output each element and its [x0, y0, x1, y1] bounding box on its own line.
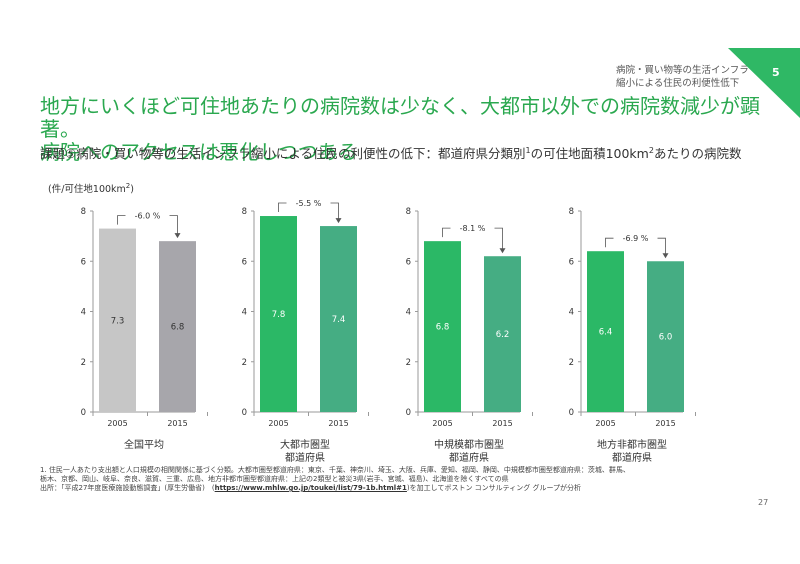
change-arrow-head [662, 253, 669, 259]
subtitle-sup-2: 2 [648, 145, 654, 155]
y-tick-label: 0 [569, 408, 574, 418]
chart-caption: 都道府県 [449, 451, 489, 464]
chart-caption: 都道府県 [612, 451, 652, 464]
bar-value-label: 6.4 [599, 328, 613, 338]
change-bracket-right [494, 227, 503, 252]
bar [99, 228, 136, 412]
footnote-line-1: 1. 住民一人あたり支出額と人口規模の相関関係に基づく分類。大都市圏型都道府県：… [40, 466, 630, 474]
title-line-1: 地方にいくほど可住地あたりの病院数は少なく、大都市以外での病院数減少が顕著。 [40, 94, 760, 141]
title-line-2: 病院へのアクセスは悪化しつつある [40, 140, 358, 164]
y-tick-label: 6 [81, 257, 86, 267]
bar-value-label: 6.2 [496, 330, 510, 340]
chart-caption: 大都市圏型 [280, 438, 330, 451]
page-badge-number: 5 [772, 66, 780, 79]
y-tick-label: 2 [242, 358, 247, 368]
change-bracket-left [442, 227, 451, 238]
change-bracket-right [169, 215, 178, 237]
bar-value-label: 6.8 [171, 323, 185, 333]
y-axis-unit: (件/可住地100km2) [48, 181, 134, 195]
chart-caption: 中規模都市圏型 [434, 438, 504, 451]
change-arrow-head [499, 248, 506, 254]
bar [424, 241, 461, 412]
x-tick-label: 2015 [167, 419, 187, 428]
subtitle-main: 課題⑤病院・買い物等の生活インフラ縮小による住民の利便性の低下：都道府県分類別 [40, 146, 526, 161]
y-tick-label: 8 [81, 207, 86, 217]
page-subtitle: 課題⑤病院・買い物等の生活インフラ縮小による住民の利便性の低下：都道府県分類別1… [40, 143, 780, 162]
bar [587, 251, 624, 412]
x-tick-label: 2005 [107, 419, 127, 428]
source-link[interactable]: https://www.mhlw.go.jp/toukei/list/79-1b… [214, 484, 407, 492]
change-arrow-head [335, 218, 342, 224]
bar [647, 261, 684, 412]
subtitle-end: あたりの病院数 [653, 146, 742, 161]
subtitle-mid: の可住地面積100km [530, 146, 649, 161]
y-tick-label: 4 [569, 308, 574, 318]
y-tick-label: 6 [569, 257, 574, 267]
y-tick-label: 2 [569, 358, 574, 368]
bar-value-label: 7.4 [332, 315, 346, 325]
bar [260, 216, 297, 412]
change-label: -5.5 % [296, 199, 322, 208]
y-tick-label: 0 [406, 408, 411, 418]
page-title: 地方にいくほど可住地あたりの病院数は少なく、大都市以外での病院数減少が顕著。 病… [40, 95, 780, 164]
change-bracket-left [605, 237, 614, 248]
x-tick-label: 2005 [268, 419, 288, 428]
y-tick-label: 8 [406, 207, 411, 217]
change-arrow-head [174, 233, 181, 239]
change-bracket-right [330, 202, 339, 222]
bar-value-label: 7.8 [272, 310, 286, 320]
footnote: 1. 住民一人あたり支出額と人口規模の相関関係に基づく分類。大都市圏型都道府県：… [40, 466, 760, 493]
chart-caption: 都道府県 [285, 451, 325, 464]
source-prefix: 出所：「平成27年度医療施設動態調査」(厚生労働省) ( [40, 484, 215, 492]
y-tick-label: 4 [406, 308, 411, 318]
bar-value-label: 6.8 [436, 323, 450, 333]
y-tick-label: 8 [569, 207, 574, 217]
y-tick-label: 0 [81, 408, 86, 418]
bar [320, 226, 357, 412]
y-tick-label: 2 [406, 358, 411, 368]
y-tick-label: 4 [81, 308, 86, 318]
footnote-line-2: 栃木、京都、岡山、岐阜、奈良、滋賀、三重、広島、地方非都市圏型都道府県：上記の2… [40, 475, 509, 483]
x-tick-label: 2005 [432, 419, 452, 428]
chart-caption: 地方非都市圏型 [597, 438, 667, 451]
unit-sup: 2 [125, 181, 131, 190]
x-tick-label: 2015 [492, 419, 512, 428]
y-tick-label: 6 [242, 257, 247, 267]
x-tick-label: 2015 [655, 419, 675, 428]
change-bracket-right [657, 237, 666, 257]
y-tick-label: 8 [242, 207, 247, 217]
y-tick-label: 2 [81, 358, 86, 368]
unit-end: ) [130, 184, 134, 195]
y-tick-label: 6 [406, 257, 411, 267]
source-suffix: )を加工してボストン コンサルティング グループが分析 [406, 484, 582, 492]
source-line: 出所：「平成27年度医療施設動態調査」(厚生労働省) (https://www.… [40, 484, 760, 493]
change-label: -6.0 % [135, 212, 161, 221]
change-label: -8.1 % [460, 224, 486, 233]
y-tick-label: 4 [242, 308, 247, 318]
chart-caption: 全国平均 [124, 438, 164, 451]
page-number: 27 [758, 498, 769, 507]
y-tick-label: 0 [242, 408, 247, 418]
change-bracket-left [278, 202, 287, 213]
bar [484, 256, 521, 412]
x-tick-label: 2015 [328, 419, 348, 428]
section-label: 病院・買い物等の生活インフラ縮小による住民の利便性低下 [616, 65, 749, 89]
bar-value-label: 7.3 [111, 316, 125, 326]
change-bracket-left [117, 215, 126, 225]
bar [159, 241, 196, 412]
unit-main: (件/可住地100km [48, 184, 126, 195]
change-label: -6.9 % [623, 234, 649, 243]
x-tick-label: 2005 [595, 419, 615, 428]
bar-value-label: 6.0 [659, 333, 673, 343]
subtitle-footnote-marker: 1 [525, 145, 531, 155]
